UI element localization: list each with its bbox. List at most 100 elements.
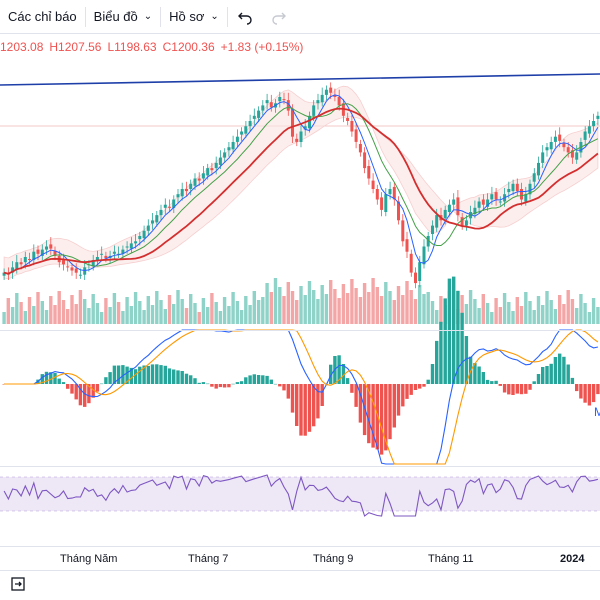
volume-bar [222, 297, 227, 324]
candle-body [155, 215, 159, 223]
candle-body [532, 173, 536, 182]
candle-body [91, 260, 95, 267]
macd-histogram-bar [87, 384, 91, 404]
macd-histogram-bar [341, 364, 346, 384]
volume-bar [430, 301, 435, 324]
candle-body [354, 129, 358, 142]
candle-body [537, 162, 540, 176]
redo-icon[interactable] [262, 0, 296, 34]
candle-body [299, 131, 303, 142]
volume-bar [341, 284, 346, 324]
volume-bar [477, 308, 481, 324]
candle-body [100, 253, 104, 255]
macd-histogram-bar [566, 364, 570, 384]
macd-histogram-bar [439, 321, 443, 384]
macd-histogram-bar [329, 364, 333, 384]
candle-body [11, 267, 15, 273]
volume-bar [87, 308, 91, 324]
candle-body [218, 157, 222, 165]
candle-body [74, 268, 78, 273]
volume-bar [350, 279, 354, 324]
candle-body [83, 267, 87, 275]
rsi-line [3, 474, 599, 517]
macd-histogram-bar [163, 365, 167, 384]
macd-histogram-bar [524, 384, 528, 394]
volume-bar [6, 298, 10, 324]
candle-body [286, 100, 290, 111]
volume-bar [290, 291, 295, 324]
volume-bar [575, 308, 579, 324]
chart-menu-button[interactable]: Biểu đồ ⌄ [86, 0, 160, 34]
volume-bar [528, 301, 532, 324]
indicators-button[interactable]: Các chỉ báo [0, 0, 85, 34]
candle-body [596, 115, 600, 119]
candle-body [426, 236, 430, 247]
macd-histogram-bar [193, 378, 197, 384]
volume-bar [193, 303, 197, 324]
candle-body [562, 143, 566, 148]
candle-body [146, 225, 150, 231]
volume-bar [596, 307, 600, 324]
candle-body [456, 197, 460, 216]
macd-histogram-bar [320, 384, 324, 406]
candle-body [223, 152, 227, 158]
candle-body [168, 206, 171, 208]
volume-bar [95, 303, 100, 324]
macd-histogram-bar [435, 340, 439, 384]
change-value: +1.83 (+0.15%) [220, 40, 304, 54]
volume-bar [74, 304, 78, 324]
candle-body [210, 168, 214, 171]
volume-bar [413, 299, 418, 324]
candle-body [375, 189, 379, 200]
volume-bar [358, 297, 363, 324]
volume-bar [409, 290, 413, 324]
price-chart[interactable]: M [0, 34, 600, 546]
volume-bar [36, 292, 40, 324]
macd-histogram-bar [299, 384, 303, 436]
volume-bar [384, 282, 388, 324]
bottom-bar [0, 570, 600, 600]
macd-histogram-bar [227, 384, 231, 388]
candle-body [592, 121, 596, 127]
volume-bar [227, 306, 231, 324]
candle-body [214, 162, 218, 169]
macd-histogram-bar [40, 374, 44, 384]
candle-body [320, 94, 324, 103]
volume-bar [320, 285, 324, 324]
candle-body [367, 166, 371, 179]
candle-body [62, 260, 65, 265]
macd-histogram-bar [99, 383, 104, 385]
profile-menu-button[interactable]: Hồ sơ ⌄ [161, 0, 227, 34]
volume-bar [570, 299, 575, 324]
macd-histogram-bar [189, 375, 193, 384]
macd-histogram-bar [222, 384, 227, 388]
volume-bar [252, 291, 256, 324]
undo-icon[interactable] [228, 0, 262, 34]
candle-body [447, 204, 451, 212]
macd-histogram-bar [388, 384, 392, 440]
volume-bar [295, 300, 299, 324]
volume-bar [129, 306, 133, 324]
macd-histogram-bar [91, 384, 95, 398]
macd-histogram-bar [358, 384, 363, 423]
macd-histogram-bar [83, 384, 87, 407]
volume-bar [78, 290, 83, 324]
volume-bar [545, 291, 549, 324]
time-axis[interactable]: Tháng Năm Tháng 7 Tháng 9 Tháng 11 2024 [0, 546, 600, 570]
volume-bar [49, 296, 53, 324]
macd-histogram-bar [528, 384, 532, 390]
candle-body [244, 126, 248, 134]
ohlc-legend: 1203.08 H1207.56 L1198.63 C1200.36 +1.83 (+0… [0, 40, 309, 54]
macd-histogram-bar [138, 366, 142, 384]
macd-histogram-bar [392, 384, 396, 428]
volume-bar [210, 293, 214, 324]
candle-body [498, 201, 502, 203]
chart-menu-label: Biểu đồ [93, 9, 138, 24]
candle-body [231, 142, 235, 150]
pane-divider [0, 466, 600, 467]
macd-histogram-bar [206, 383, 210, 385]
volume-bar [511, 311, 515, 324]
volume-bar [299, 286, 303, 324]
replay-icon[interactable] [10, 576, 26, 595]
time-label: Tháng Năm [60, 553, 118, 565]
